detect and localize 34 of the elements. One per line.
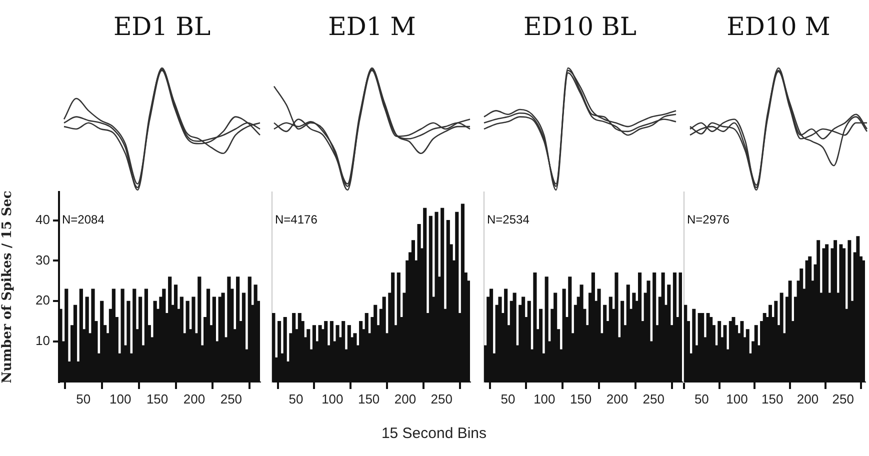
x-tick-label: 100 — [322, 391, 344, 406]
x-tick-label: 250 — [430, 391, 452, 406]
annotation: N=2534 — [487, 212, 530, 226]
chart-title: ED1 M — [327, 12, 417, 41]
x-tick-label: 150 — [570, 391, 592, 406]
x-tick-label: 200 — [606, 391, 628, 406]
x-tick-label: 50 — [76, 391, 91, 406]
x-tick-label: 50 — [500, 391, 516, 406]
x-tick-label: 100 — [534, 391, 556, 406]
x-tick-label: 150 — [762, 391, 784, 406]
y-tick-label: 10 — [36, 333, 50, 348]
x-tick-label: 200 — [796, 391, 819, 406]
chart-title: ED10 M — [726, 12, 832, 41]
annotation: N=4176 — [275, 212, 318, 226]
annotation: N=2084 — [62, 212, 105, 226]
y-tick-label: 20 — [36, 292, 50, 308]
x-tick-label: 200 — [183, 391, 206, 406]
chart-title: ED10 BL — [522, 12, 638, 41]
y-tick-label: 30 — [36, 252, 50, 268]
x-tick-label: 100 — [109, 391, 132, 406]
x-tick-label: 50 — [288, 391, 304, 406]
y-axis-title: Number of Spikes / 15 Sec — [0, 190, 16, 384]
x-tick-label: 150 — [358, 391, 380, 406]
x-tick-label: 100 — [726, 391, 748, 406]
x-tick-label: 250 — [220, 391, 242, 406]
y-tick-label: 40 — [36, 212, 50, 227]
x-tick-label: 150 — [146, 391, 168, 406]
x-tick-label: 250 — [832, 391, 854, 406]
x-tick-label: 200 — [394, 391, 416, 406]
chart-title: ED1 BL — [112, 12, 212, 41]
x-tick-label: 250 — [642, 391, 664, 406]
x-axis-title: 15 Second Bins — [380, 425, 488, 442]
annotation: N=2976 — [687, 212, 730, 226]
x-tick-label: 50 — [694, 391, 709, 406]
